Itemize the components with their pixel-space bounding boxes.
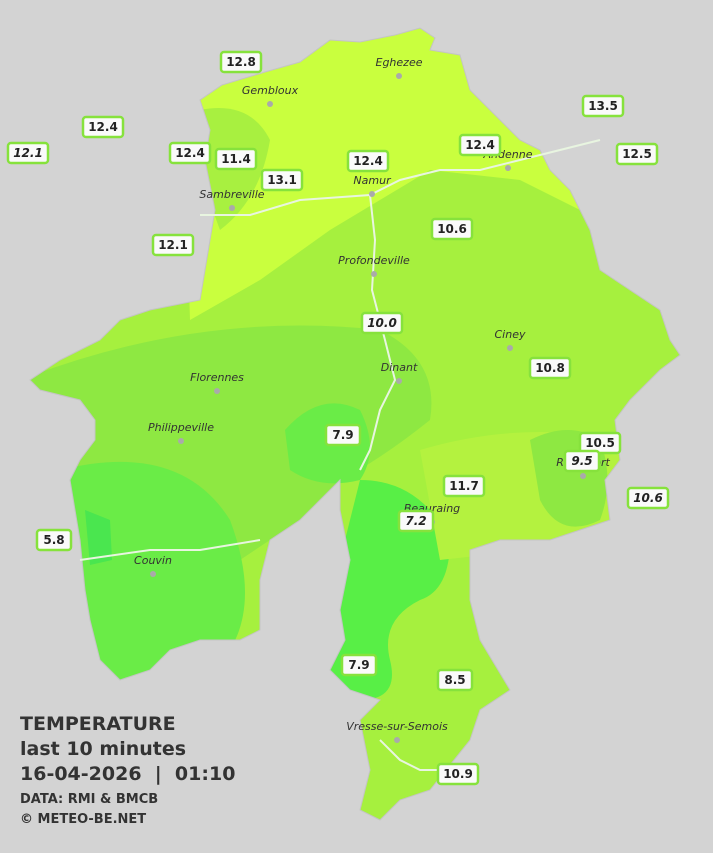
town-dot (505, 165, 511, 171)
station-box (219, 50, 263, 74)
river (200, 139, 601, 216)
town-dot (396, 73, 402, 79)
station-value: 10.9 (443, 767, 473, 781)
station-value: 12.4 (465, 138, 495, 152)
station-value: 13.1 (267, 173, 297, 187)
river (359, 194, 397, 471)
town-label: Namur (353, 174, 392, 187)
station-value: 5.8 (43, 533, 64, 547)
station-box (346, 149, 390, 173)
station-box (626, 486, 670, 510)
town-label: Couvin (134, 554, 172, 567)
legend: TEMPERATURE last 10 minutes 16-04-2026 |… (20, 713, 235, 827)
station-value: 10.0 (367, 316, 397, 330)
town-dot (580, 473, 586, 479)
station-value: 11.7 (449, 479, 479, 493)
town-label: Eghezee (376, 56, 423, 69)
station-box (324, 423, 362, 447)
station-box (35, 528, 73, 552)
town-label: Ciney (495, 328, 526, 341)
station-box (260, 168, 304, 192)
station-value: 10.8 (535, 361, 565, 375)
legend-source: DATA: RMI & BMCB (20, 792, 158, 807)
station-box (340, 653, 378, 677)
town-dot (507, 345, 513, 351)
station-value: 9.5 (571, 454, 592, 468)
town-label: Sambreville (199, 188, 264, 201)
station-box (168, 141, 212, 165)
station-value: 12.5 (622, 147, 652, 161)
town-dot (396, 378, 402, 384)
station-box (436, 668, 474, 692)
town-dot (267, 101, 273, 107)
legend-datetime: 16-04-2026 | 01:10 (20, 763, 235, 785)
station-value: 7.9 (348, 658, 369, 672)
station-value: 12.4 (353, 154, 383, 168)
station-value: 10.6 (437, 222, 467, 236)
station-box (615, 142, 659, 166)
station-value: 12.1 (13, 146, 43, 160)
station-box (6, 141, 50, 165)
station-box (397, 509, 435, 533)
river (379, 739, 450, 771)
station-value: 10.5 (585, 436, 615, 450)
town-dot (178, 438, 184, 444)
town-dot (150, 571, 156, 577)
legend-subtitle: last 10 minutes (20, 738, 186, 760)
town-dot (394, 737, 400, 743)
station-value: 10.6 (633, 491, 663, 505)
station-value: 7.9 (332, 428, 353, 442)
station-box (81, 115, 125, 139)
town-label: Philippeville (148, 421, 214, 434)
station-box (563, 449, 601, 473)
station-box (442, 474, 486, 498)
station-box (458, 133, 502, 157)
station-value: 11.4 (221, 152, 251, 166)
station-value: 12.4 (88, 120, 118, 134)
town-label: Vresse-sur-Semois (346, 720, 448, 733)
station-box (581, 94, 625, 118)
town-dot (214, 388, 220, 394)
station-box (436, 762, 480, 786)
legend-credit: © METEO-BE.NET (20, 812, 146, 827)
town-label: Florennes (190, 371, 244, 384)
station-box (528, 356, 572, 380)
town-dot (229, 205, 235, 211)
station-value: 13.5 (588, 99, 618, 113)
station-box (214, 147, 258, 171)
town-label: Gembloux (242, 84, 299, 97)
legend-title: TEMPERATURE (20, 713, 176, 735)
station-value: 8.5 (444, 673, 465, 687)
town-label: Profondeville (338, 254, 410, 267)
station-value: 7.2 (405, 514, 426, 528)
station-value: 12.8 (226, 55, 256, 69)
station-box (151, 233, 195, 257)
station-value: 12.1 (158, 238, 188, 252)
town-dot (369, 191, 375, 197)
town-label: Dinant (381, 361, 418, 374)
town-dot (371, 271, 377, 277)
station-value: 12.4 (175, 146, 205, 160)
river (79, 539, 261, 561)
station-box (430, 217, 474, 241)
station-box (360, 311, 404, 335)
